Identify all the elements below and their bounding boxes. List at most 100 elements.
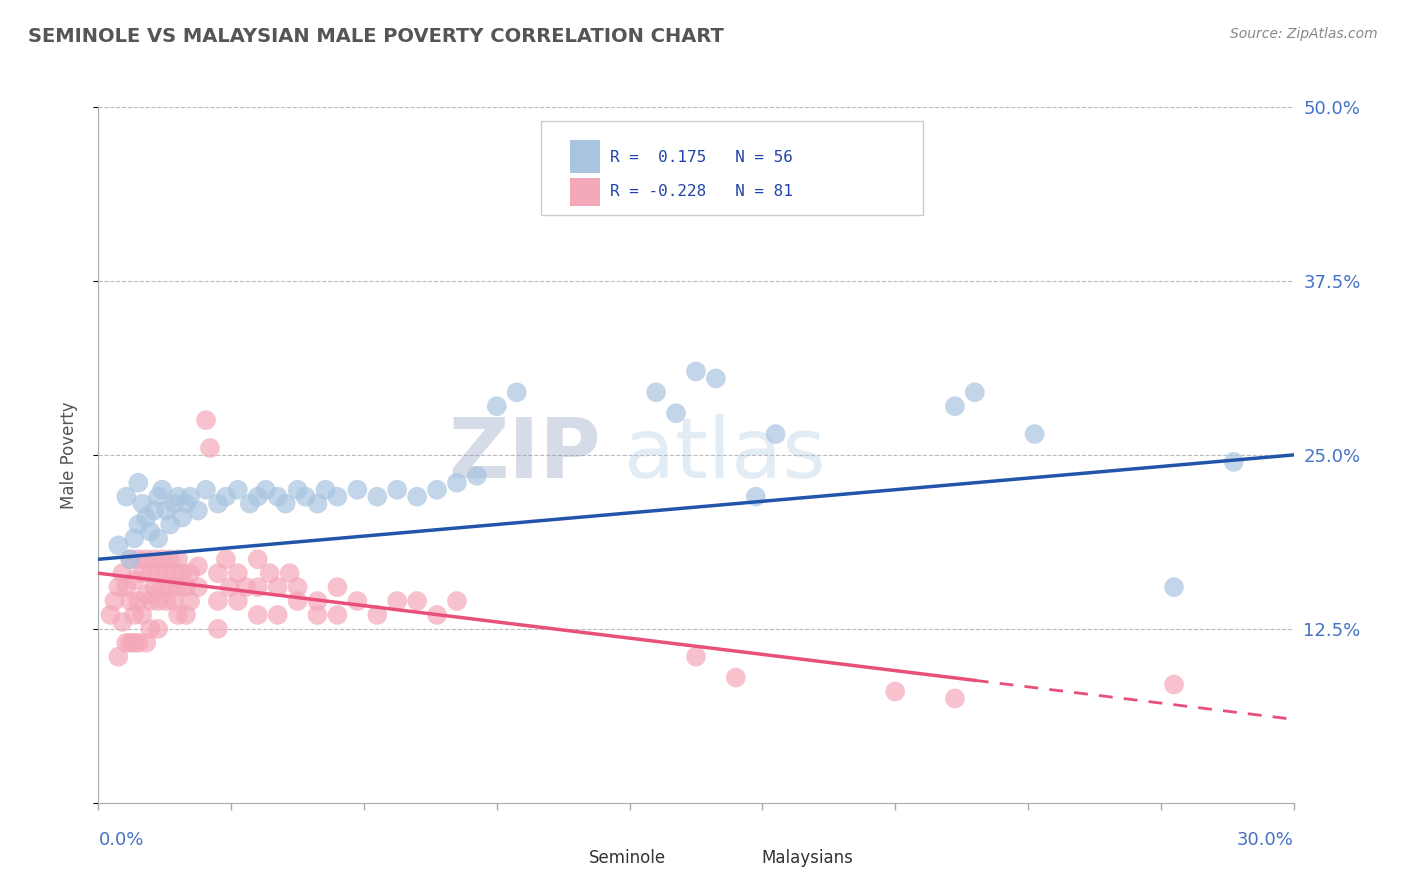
Point (143, 503, 166, 517)
Point (406, 594, 429, 608)
FancyBboxPatch shape (571, 178, 600, 206)
Point (426, 483, 449, 497)
Point (246, 490, 269, 504)
Point (465, 468, 488, 483)
Point (174, 580, 197, 594)
Point (385, 594, 409, 608)
Point (120, 552, 142, 566)
Point (115, 636, 138, 650)
Point (267, 490, 290, 504)
Point (155, 503, 177, 517)
Point (207, 594, 229, 608)
Point (124, 636, 146, 650)
Point (167, 580, 190, 594)
Point (506, 385, 529, 400)
Point (111, 615, 134, 629)
Point (278, 566, 301, 581)
Point (127, 517, 149, 532)
Point (366, 490, 388, 504)
Point (187, 503, 209, 517)
Point (124, 607, 146, 622)
Point (187, 580, 209, 594)
Point (645, 385, 668, 400)
Text: 30.0%: 30.0% (1237, 830, 1294, 848)
Point (98, 607, 122, 622)
Y-axis label: Male Poverty: Male Poverty (59, 401, 77, 508)
Point (235, 580, 257, 594)
Point (307, 594, 329, 608)
Point (120, 636, 142, 650)
Point (167, 490, 190, 504)
Point (150, 552, 173, 566)
Point (124, 532, 146, 546)
Point (267, 580, 290, 594)
Point (219, 580, 242, 594)
Point (226, 566, 249, 581)
Point (179, 594, 201, 608)
Point (167, 607, 190, 622)
Text: R = -0.228   N = 81: R = -0.228 N = 81 (610, 185, 793, 200)
Point (174, 607, 197, 622)
Point (226, 594, 249, 608)
Point (135, 510, 157, 524)
Point (239, 497, 262, 511)
Point (159, 517, 181, 532)
Point (148, 532, 170, 546)
Text: Source: ZipAtlas.com: Source: ZipAtlas.com (1230, 27, 1378, 41)
Point (174, 497, 197, 511)
Point (155, 566, 177, 581)
Point (127, 552, 149, 566)
Point (745, 490, 768, 504)
Point (765, 427, 787, 442)
Point (246, 580, 269, 594)
Point (172, 566, 194, 581)
Point (148, 594, 170, 608)
Point (685, 364, 707, 378)
Point (107, 649, 129, 664)
Point (135, 636, 157, 650)
Point (155, 594, 177, 608)
Point (884, 684, 907, 698)
Point (148, 566, 170, 581)
Point (179, 566, 201, 581)
Point (150, 580, 173, 594)
Point (198, 441, 221, 455)
Point (187, 559, 209, 574)
Point (124, 573, 146, 587)
Point (150, 483, 173, 497)
Text: Malaysians: Malaysians (762, 849, 853, 867)
Point (1223, 455, 1246, 469)
Text: Seminole: Seminole (589, 849, 665, 867)
Point (139, 622, 162, 636)
Point (446, 475, 468, 490)
Point (246, 552, 269, 566)
Point (159, 580, 181, 594)
Point (307, 607, 329, 622)
Text: 0.0%: 0.0% (98, 830, 143, 848)
Point (127, 475, 149, 490)
Point (103, 594, 125, 608)
Point (326, 607, 349, 622)
Point (287, 580, 309, 594)
Point (685, 649, 707, 664)
Point (307, 497, 329, 511)
Point (179, 490, 201, 504)
Point (485, 399, 508, 413)
Point (107, 538, 129, 552)
Point (135, 587, 157, 601)
Point (159, 552, 181, 566)
Point (115, 580, 138, 594)
Point (195, 413, 218, 427)
Point (287, 483, 309, 497)
Point (127, 594, 149, 608)
Point (346, 594, 368, 608)
Point (426, 607, 449, 622)
Point (163, 566, 186, 581)
Point (326, 490, 349, 504)
Text: atlas: atlas (624, 415, 825, 495)
Point (148, 622, 170, 636)
Text: ZIP: ZIP (449, 415, 600, 495)
Point (274, 497, 297, 511)
Text: SEMINOLE VS MALAYSIAN MALE POVERTY CORRELATION CHART: SEMINOLE VS MALAYSIAN MALE POVERTY CORRE… (28, 27, 724, 45)
Point (215, 490, 238, 504)
